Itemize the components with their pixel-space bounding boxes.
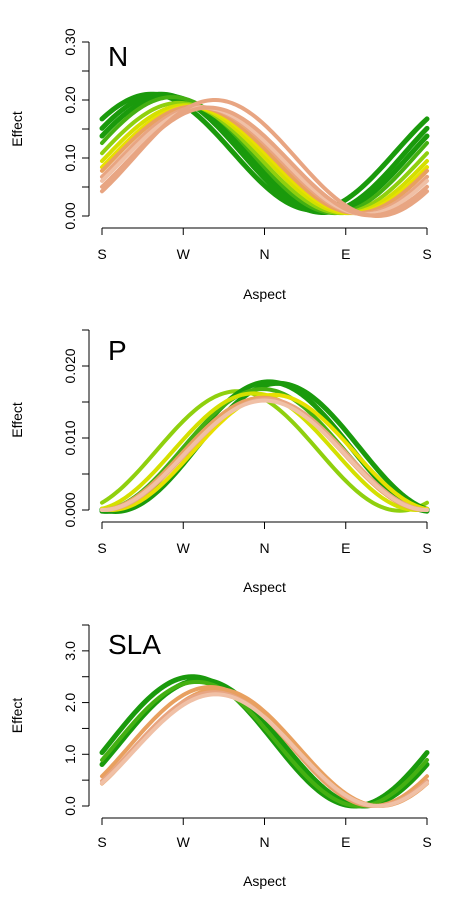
x-tick-label: N xyxy=(259,540,269,556)
y-tick-label: 0.0 xyxy=(62,796,78,816)
y-tick-label: 0.20 xyxy=(62,86,78,113)
x-tick-label: S xyxy=(97,246,106,262)
x-tick-label: E xyxy=(341,246,350,262)
panel-label: N xyxy=(108,41,128,72)
series-line xyxy=(100,392,429,512)
series-group xyxy=(99,379,430,514)
series-line xyxy=(99,93,430,215)
series-line xyxy=(100,679,429,809)
series-line xyxy=(100,398,429,512)
x-axis-label: Aspect xyxy=(243,873,286,889)
y-tick-label: 0.10 xyxy=(62,144,78,171)
series-group xyxy=(99,674,430,809)
y-axis-label: Effect xyxy=(9,402,25,438)
series-line xyxy=(99,91,430,216)
x-tick-label: W xyxy=(177,246,191,262)
y-tick-label: 3.0 xyxy=(62,641,78,661)
x-axis-label: Aspect xyxy=(243,579,286,595)
x-tick-label: S xyxy=(422,246,431,262)
panel-label: P xyxy=(108,335,127,366)
series-line xyxy=(100,100,429,216)
y-tick-label: 2.0 xyxy=(62,693,78,713)
y-tick-label: 0.000 xyxy=(62,492,78,527)
y-axis-label: Effect xyxy=(9,698,25,734)
x-tick-label: S xyxy=(97,540,106,556)
series-line xyxy=(100,103,429,216)
x-tick-label: S xyxy=(422,540,431,556)
series-line xyxy=(99,380,430,514)
x-tick-label: N xyxy=(259,834,269,850)
series-line xyxy=(100,95,429,216)
series-line xyxy=(100,98,429,218)
series-group xyxy=(99,91,430,218)
series-line xyxy=(99,674,430,809)
x-tick-label: W xyxy=(177,540,191,556)
x-tick-label: W xyxy=(177,834,191,850)
x-tick-label: S xyxy=(97,834,106,850)
y-tick-label: 0.30 xyxy=(62,28,78,55)
y-axis-label: Effect xyxy=(9,111,25,147)
chart-panel-p: S W N E S Aspect 0.000 0.010 0.020 Effect P xyxy=(9,329,432,595)
x-axis-label: Aspect xyxy=(243,286,286,302)
chart-panel-n: S W N E S Aspect 0.00 0.10 0.20 0.30 Effect N xyxy=(9,28,432,302)
chart-panel-sla: S W N E S Aspect 0.0 1.0 2.0 3.0 Effect SLA xyxy=(9,624,432,889)
panel-label: SLA xyxy=(108,629,161,660)
y-tick-label: 0.020 xyxy=(62,348,78,383)
y-tick-label: 1.0 xyxy=(62,744,78,764)
series-line xyxy=(100,692,429,809)
x-tick-label: N xyxy=(259,246,269,262)
x-tick-label: E xyxy=(341,834,350,850)
y-tick-label: 0.010 xyxy=(62,420,78,455)
x-tick-label: S xyxy=(422,834,431,850)
x-tick-label: E xyxy=(341,540,350,556)
y-tick-label: 0.00 xyxy=(62,202,78,229)
